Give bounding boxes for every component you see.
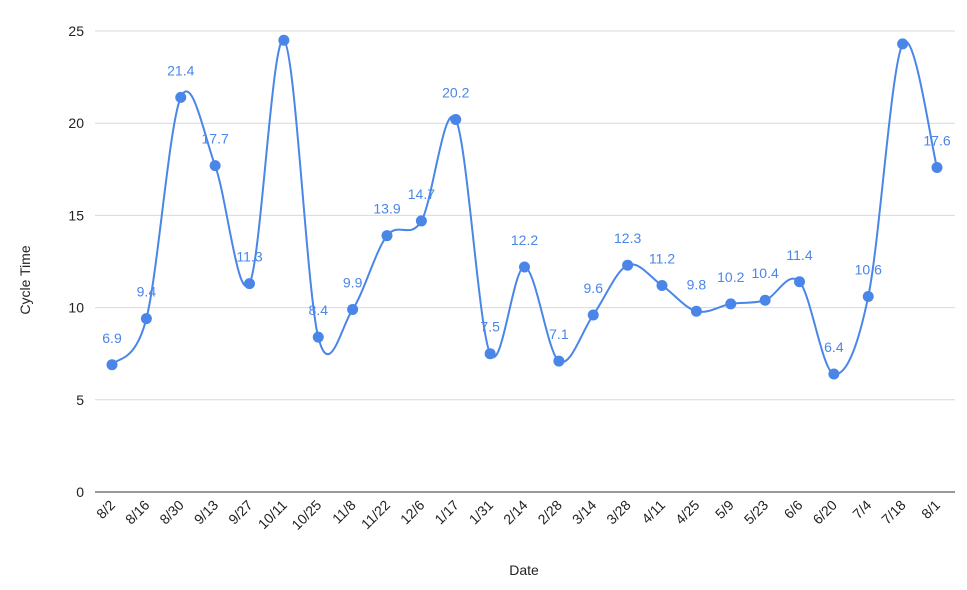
x-tick-label: 9/27	[225, 497, 256, 528]
data-points	[106, 34, 943, 380]
data-point	[931, 161, 943, 173]
data-point	[519, 261, 530, 273]
series-line	[111, 39, 938, 375]
data-label: 17.7	[202, 131, 229, 147]
series-line-layer	[111, 39, 938, 375]
data-label: 9.6	[584, 280, 604, 296]
x-tick-label: 2/28	[534, 497, 565, 528]
y-axis-title: Cycle Time	[17, 245, 33, 314]
data-label: 10.2	[717, 269, 744, 285]
data-label: 7.5	[480, 319, 500, 335]
x-tick-label: 8/1	[918, 497, 943, 522]
data-point	[381, 230, 393, 242]
data-label: 12.2	[511, 232, 538, 248]
data-label: 12.3	[614, 230, 641, 246]
data-point	[450, 114, 462, 126]
data-point	[175, 91, 187, 103]
x-tick-label: 5/9	[712, 497, 737, 522]
data-label: 11.4	[786, 247, 812, 263]
data-point	[244, 278, 255, 290]
x-tick-label: 6/6	[781, 497, 806, 522]
data-label: 6.9	[102, 330, 122, 346]
data-point	[690, 305, 702, 317]
data-point	[312, 331, 324, 343]
y-tick-label: 15	[68, 207, 84, 223]
data-labels: 6.9 9.4 21.4 17.7 11.3 8.4 9.9 13.9 14.7 20.2 7.5 1…	[102, 62, 951, 355]
data-label: 10.6	[855, 262, 882, 278]
x-tick-label: 7/4	[849, 497, 874, 522]
data-label: 17.6	[923, 132, 950, 148]
x-tick-label: 8/2	[93, 497, 118, 522]
data-point	[587, 309, 599, 321]
data-label: 11.3	[236, 249, 262, 265]
x-tick-label: 7/18	[878, 497, 909, 528]
data-label: 21.4	[167, 62, 194, 78]
x-tick-label: 3/28	[603, 497, 634, 528]
data-label: 9.8	[687, 276, 707, 292]
data-point	[140, 313, 152, 325]
data-point	[553, 355, 565, 367]
data-point	[656, 279, 668, 291]
data-point	[828, 368, 840, 380]
data-point	[725, 298, 737, 310]
data-point	[106, 359, 118, 371]
data-label: 7.1	[549, 326, 569, 342]
y-tick-label: 20	[68, 115, 84, 131]
data-label: 10.4	[752, 265, 779, 281]
x-tick-label: 4/25	[672, 497, 703, 528]
x-tick-label: 9/13	[191, 497, 222, 528]
x-tick-label: 8/16	[122, 497, 153, 528]
y-tick-label: 5	[76, 392, 84, 408]
data-label: 13.9	[373, 201, 400, 217]
x-tick-label: 1/31	[466, 497, 497, 528]
x-tick-label: 4/11	[638, 497, 668, 527]
data-label: 6.4	[824, 339, 844, 355]
data-point	[759, 294, 771, 306]
data-point	[862, 291, 874, 303]
y-tick-label: 10	[68, 300, 84, 316]
data-label: 11.2	[649, 250, 675, 266]
y-tick-label: 25	[68, 23, 84, 39]
data-label: 9.9	[343, 274, 363, 290]
x-axis-title: Date	[509, 562, 539, 578]
x-tick-label: 3/14	[569, 497, 600, 528]
x-tick-label: 10/25	[288, 497, 324, 533]
y-tick-label: 0	[76, 484, 84, 500]
x-tick-label: 8/30	[156, 497, 187, 528]
data-point	[209, 160, 221, 172]
data-point	[415, 215, 427, 227]
data-point	[897, 38, 909, 50]
data-point	[794, 276, 805, 288]
data-point	[347, 303, 359, 315]
data-label: 9.4	[137, 284, 157, 300]
y-tick-labels: 0 5 10 15 20 25	[68, 23, 84, 500]
data-point	[622, 259, 634, 271]
data-point	[278, 34, 290, 46]
x-tick-label: 1/17	[431, 497, 462, 528]
x-tick-label: 11/22	[358, 497, 394, 533]
x-tick-label: 10/11	[255, 497, 291, 533]
gridlines	[95, 30, 955, 493]
data-label: 20.2	[442, 85, 469, 101]
x-tick-label: 6/20	[809, 497, 840, 528]
x-tick-label: 5/23	[741, 497, 772, 528]
x-tick-label: 11/8	[329, 497, 359, 527]
data-point	[484, 348, 496, 360]
x-tick-label: 2/14	[500, 497, 531, 528]
data-label: 14.7	[408, 186, 435, 202]
data-label: 8.4	[309, 302, 329, 318]
x-tick-label: 12/6	[397, 497, 428, 528]
